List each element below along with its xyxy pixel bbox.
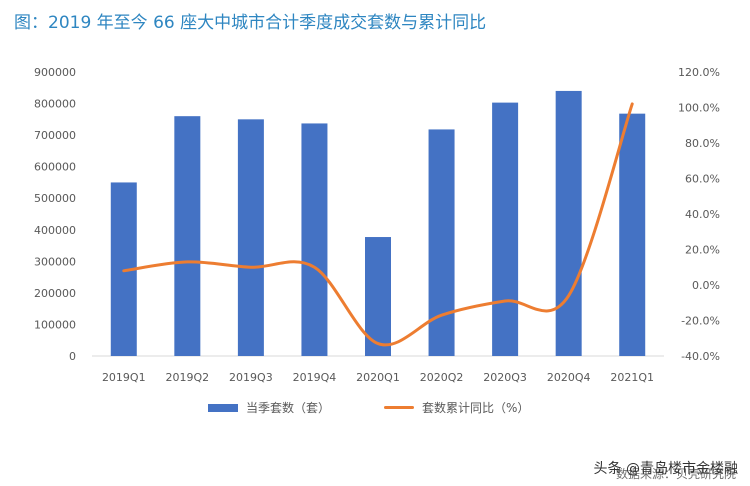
x-tick-label: 2020Q2: [420, 371, 464, 384]
bar-2020Q4: [555, 90, 582, 356]
y-left-tick-label: 300000: [34, 255, 76, 268]
y-right-tick-label: -40.0%: [681, 350, 720, 363]
y-right-tick-label: 0.0%: [692, 279, 720, 292]
bar-2021Q1: [619, 113, 646, 356]
bar-2020Q3: [492, 102, 519, 356]
legend-line-label: 套数累计同比（%）: [422, 401, 530, 415]
y-right-tick-label: 80.0%: [685, 137, 720, 150]
x-tick-label: 2021Q1: [610, 371, 654, 384]
legend-item-bar: 当季套数（套）: [208, 399, 330, 416]
bar-2019Q2: [174, 116, 201, 356]
y-left-tick-label: 900000: [34, 66, 76, 79]
y-right-tick-label: -20.0%: [681, 315, 720, 328]
legend-item-line: 套数累计同比（%）: [384, 399, 529, 416]
x-tick-label: 2019Q1: [102, 371, 146, 384]
bar-2020Q2: [428, 129, 455, 356]
bar-2019Q4: [301, 123, 328, 357]
y-left-tick-label: 700000: [34, 129, 76, 142]
y-left-tick-label: 200000: [34, 287, 76, 300]
y-left-tick-label: 800000: [34, 98, 76, 111]
y-right-tick-label: 100.0%: [678, 102, 720, 115]
bar-2019Q3: [237, 119, 264, 356]
y-right-tick-label: 20.0%: [685, 244, 720, 257]
x-tick-label: 2019Q4: [293, 371, 337, 384]
chart-title: 图：2019 年至今 66 座大中城市合计季度成交套数与累计同比: [14, 13, 487, 33]
y-right-tick-label: 40.0%: [685, 208, 720, 221]
y-left-tick-label: 600000: [34, 161, 76, 174]
watermark-text: 头条 @青岛楼市金楼融: [593, 461, 738, 477]
x-tick-label: 2019Q3: [229, 371, 273, 384]
legend: 当季套数（套） 套数累计同比（%）: [0, 399, 750, 421]
y-right-tick-label: 60.0%: [685, 173, 720, 186]
y-left-tick-label: 100000: [34, 318, 76, 331]
y-left-tick-label: 400000: [34, 224, 76, 237]
x-tick-label: 2019Q2: [166, 371, 210, 384]
legend-bar-swatch: [208, 403, 238, 412]
legend-line-swatch: [384, 406, 414, 409]
legend-bar-label: 当季套数（套）: [246, 401, 331, 415]
x-tick-label: 2020Q4: [547, 371, 591, 384]
line-yoy-growth: [122, 102, 634, 347]
y-right-tick-label: 120.0%: [678, 66, 720, 79]
source-note: 数据来源：贝壳研究院: [615, 467, 736, 481]
y-left-tick-label: 500000: [34, 192, 76, 205]
x-tick-label: 2020Q1: [356, 371, 400, 384]
y-left-tick-label: 0: [69, 350, 76, 363]
x-tick-label: 2020Q3: [483, 371, 527, 384]
